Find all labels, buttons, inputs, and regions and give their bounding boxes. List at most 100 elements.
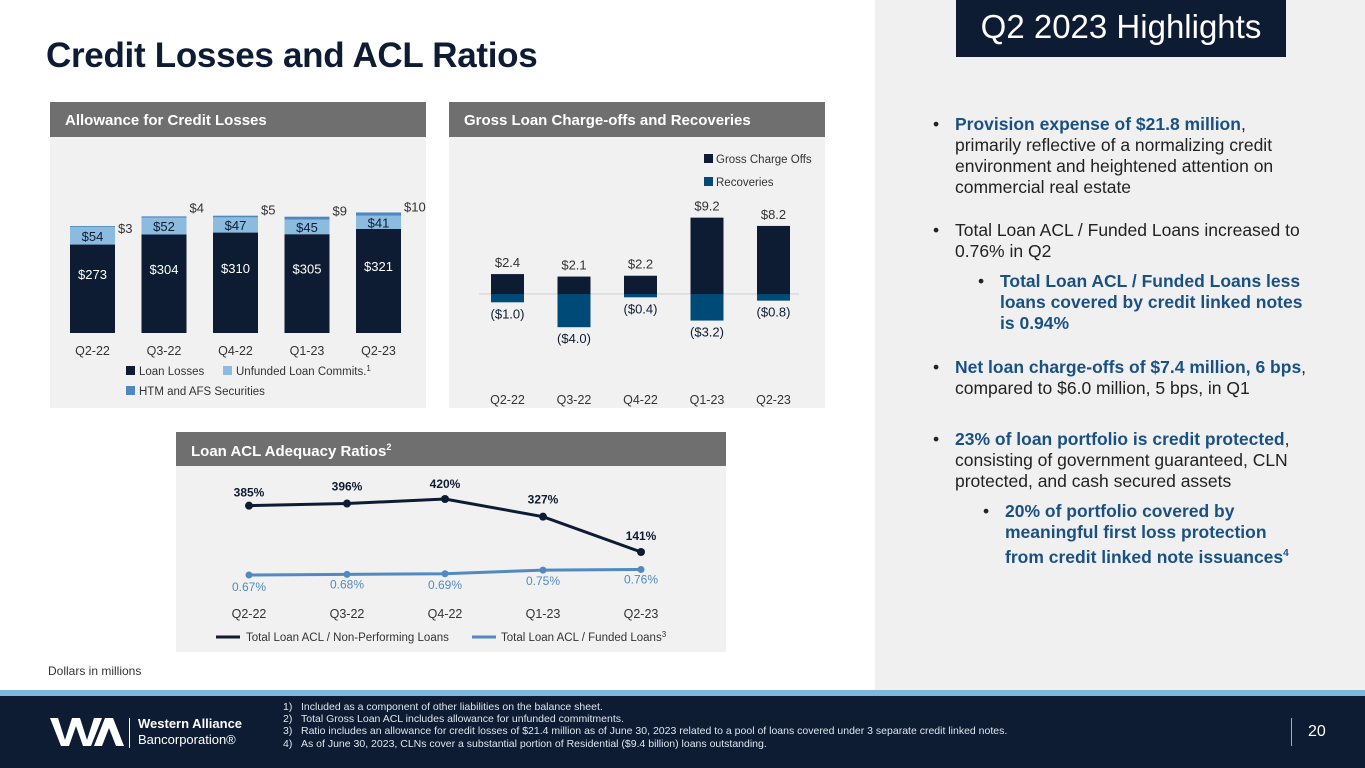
legend-swatch-htm-afs	[126, 386, 135, 395]
x-tick-label: Q4-22	[623, 393, 658, 407]
htm-afs-label: $3	[118, 221, 132, 236]
npl-ratio-label: 385%	[234, 486, 265, 500]
htm-afs-bar	[356, 212, 401, 216]
loan-losses-label: $305	[293, 262, 322, 277]
gross-chargeoffs-bar	[557, 276, 591, 294]
loan-losses-bar	[356, 228, 401, 333]
npl-ratio-point	[539, 512, 547, 521]
unfunded-commits-label: $45	[296, 220, 318, 235]
legend-label-gross-chargeoffs: Gross Charge Offs	[716, 154, 812, 166]
recoveries-bar	[491, 294, 524, 303]
recoveries-bar	[690, 294, 724, 321]
chargeoffs-chart-title: Gross Loan Charge-offs and Recoveries	[449, 102, 825, 137]
funded-ratio-label: 0.75%	[526, 574, 560, 588]
funded-ratio-point	[539, 566, 547, 574]
legend-swatch-loan-losses	[126, 366, 135, 375]
gross-chargeoffs-label: $2.2	[628, 257, 653, 272]
npl-ratio-point	[441, 495, 449, 503]
x-tick-label: Q1-23	[526, 607, 561, 621]
x-tick-label: Q1-23	[290, 344, 325, 358]
recoveries-label: ($3.2)	[690, 325, 724, 340]
unfunded-commits-bar	[213, 217, 258, 233]
npl-ratio-point	[245, 501, 253, 510]
logo-subtitle: Bancorporation®	[138, 732, 236, 747]
unfunded-commits-label: $54	[82, 229, 104, 244]
npl-ratio-label: 396%	[332, 480, 363, 494]
loan-losses-bar	[213, 232, 258, 333]
x-tick-label: Q2-22	[490, 393, 525, 407]
recoveries-bar	[557, 294, 591, 328]
htm-afs-label: $4	[190, 200, 204, 215]
x-tick-label: Q2-23	[361, 344, 396, 358]
unfunded-commits-label: $47	[225, 218, 247, 233]
htm-afs-bar	[213, 215, 258, 218]
gross-chargeoffs-label: $9.2	[694, 199, 719, 214]
western-alliance-logo-icon	[50, 714, 126, 753]
legend-label-loan-losses: Loan Losses	[139, 366, 204, 378]
highlight-chargeoffs: • Net loan charge-offs of $7.4 million, …	[933, 357, 1307, 398]
gross-chargeoffs-bar	[491, 274, 524, 294]
legend-swatch-gross-chargeoffs	[704, 154, 713, 163]
unfunded-commits-bar	[141, 217, 187, 235]
htm-afs-label: $10	[404, 199, 426, 214]
unfunded-commits-bar	[284, 219, 330, 235]
highlight-first-loss: • 20% of portfolio covered by meaningful…	[983, 501, 1289, 567]
gross-chargeoffs-label: $2.4	[495, 255, 520, 270]
page-number-divider	[1291, 718, 1292, 746]
unfunded-commits-bar	[356, 215, 401, 229]
x-tick-label: Q2-23	[624, 607, 659, 621]
loan-losses-bar	[284, 234, 330, 333]
htm-afs-label: $9	[333, 204, 347, 219]
recoveries-label: ($0.8)	[757, 305, 791, 320]
bullet-dot: •	[933, 429, 940, 449]
bullet-dot: •	[933, 357, 940, 377]
footnote: 4) As of June 30, 2023, CLNs cover a subs…	[283, 737, 767, 750]
gross-chargeoffs-bar	[690, 217, 724, 294]
x-tick-label: Q3-22	[557, 393, 592, 407]
x-tick-label: Q3-22	[147, 344, 182, 358]
page-number: 20	[1308, 723, 1326, 740]
gross-chargeoffs-label: $2.1	[561, 258, 586, 273]
footnote: 1) Included as a component of other liabi…	[283, 701, 603, 713]
legend-swatch-recoveries	[704, 177, 713, 186]
chargeoffs-chart: $2.4 ($1.0) Q2-22 $2.1 ($4.0) Q3-22 $2.2 ($0.4)…	[479, 154, 812, 407]
npl-ratio-label: 420%	[430, 477, 461, 491]
loan-losses-label: $304	[150, 262, 179, 277]
recoveries-bar	[624, 294, 657, 298]
unfunded-commits-label: $41	[368, 215, 390, 230]
chargeoffs-chart-panel: Gross Loan Charge-offs and Recoveries $2…	[449, 102, 825, 408]
funded-ratio-point	[343, 570, 351, 578]
loan-losses-bar	[70, 244, 115, 333]
unfunded-commits-bar	[70, 227, 115, 245]
highlight-credit-protected: • 23% of loan portfolio is credit protec…	[933, 429, 1290, 491]
npl-ratio-line	[248, 497, 642, 554]
bullet-dot: •	[933, 220, 940, 240]
legend-label-funded: Total Loan ACL / Funded Loans3	[501, 630, 667, 644]
legend-label-npl: Total Loan ACL / Non-Performing Loans	[246, 632, 449, 644]
funded-ratio-label: 0.67%	[232, 580, 266, 594]
x-tick-label: Q3-22	[330, 607, 365, 621]
npl-ratio-point	[637, 548, 645, 556]
npl-ratio-label: 141%	[626, 529, 657, 543]
funded-ratio-label: 0.68%	[330, 577, 364, 591]
highlights-badge: Q2 2023 Highlights	[956, 0, 1286, 57]
funded-ratio-point	[441, 570, 449, 578]
bullet-dot: •	[983, 501, 990, 521]
htm-afs-bar	[70, 226, 115, 228]
gross-chargeoffs-bar	[624, 275, 657, 294]
dollars-note: Dollars in millions	[48, 664, 142, 678]
loan-losses-label: $310	[221, 261, 250, 276]
x-tick-label: Q4-22	[218, 344, 253, 358]
logo-name: Western Alliance	[138, 716, 243, 731]
highlight-provision: • Provision expense of $21.8 million, pr…	[933, 114, 1274, 197]
footer: Western Alliance Bancorporation® 1) Inclu…	[0, 690, 1365, 768]
funded-ratio-point	[245, 571, 253, 579]
x-tick-label: Q4-22	[428, 607, 463, 621]
footer-stripe	[0, 690, 1365, 696]
highlight-acl-ratio: • Total Loan ACL / Funded Loans increase…	[933, 220, 1300, 261]
npl-ratio-label: 327%	[528, 493, 559, 507]
logo-divider	[129, 718, 130, 748]
gross-chargeoffs-label: $8.2	[761, 207, 786, 222]
bullet-dot: •	[978, 271, 985, 291]
highlight-acl-ratio-sub: • Total Loan ACL / Funded Loans less loa…	[978, 271, 1303, 333]
